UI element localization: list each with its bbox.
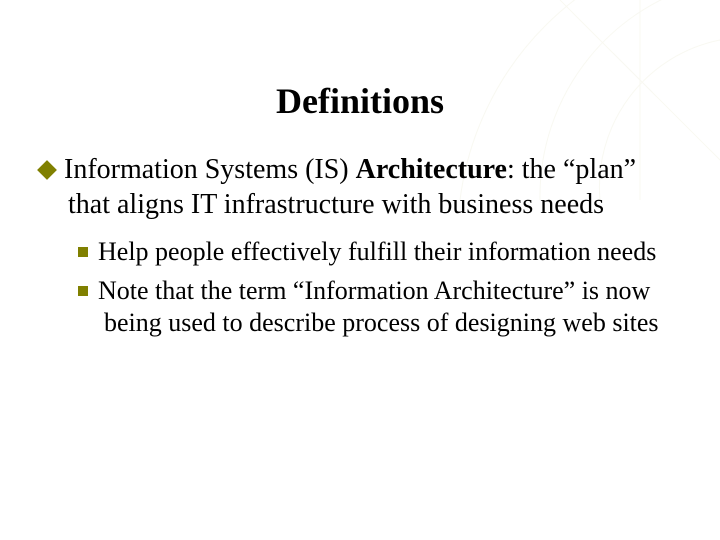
slide-container: Definitions Information Systems (IS) Arc… (0, 0, 720, 540)
bullet-level1: Information Systems (IS) Architecture: t… (40, 152, 680, 222)
l2-text-1: Note that the term “Information Architec… (98, 276, 659, 338)
square-bullet-icon (78, 286, 88, 296)
l1-prefix: Information Systems (IS) (64, 154, 356, 185)
square-bullet-icon (78, 247, 88, 257)
slide-title: Definitions (40, 80, 680, 122)
diamond-bullet-icon (37, 160, 57, 180)
bullet-level2-item: Help people effectively fulfill their in… (78, 236, 680, 269)
sub-bullets: Help people effectively fulfill their in… (78, 236, 680, 340)
bullet-level2-item: Note that the term “Information Architec… (78, 275, 680, 340)
l2-text-0: Help people effectively fulfill their in… (98, 237, 656, 266)
l1-bold: Architecture (356, 154, 507, 185)
